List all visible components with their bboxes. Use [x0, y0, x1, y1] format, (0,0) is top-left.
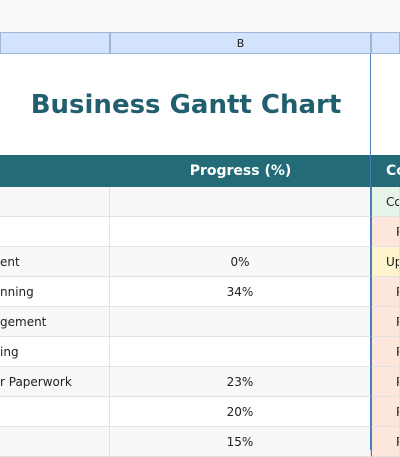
column-header-b[interactable]: B: [110, 32, 371, 54]
progress-cell[interactable]: [110, 337, 371, 367]
status-cell[interactable]: Up: [371, 247, 400, 277]
progress-cell[interactable]: 34%: [110, 277, 371, 307]
column-header-a[interactable]: [0, 32, 110, 54]
header-cell-progress[interactable]: Progress (%): [110, 155, 371, 187]
progress-cell[interactable]: 20%: [110, 397, 371, 427]
task-cell[interactable]: ing: [0, 337, 110, 367]
task-cell[interactable]: gement: [0, 307, 110, 337]
progress-cell[interactable]: 0%: [110, 247, 371, 277]
status-cell[interactable]: P: [371, 217, 400, 247]
task-cell[interactable]: [0, 427, 110, 457]
progress-cell[interactable]: [110, 217, 371, 247]
status-cell[interactable]: P: [371, 337, 400, 367]
status-cell[interactable]: Co: [371, 187, 400, 217]
status-cell[interactable]: P: [371, 307, 400, 337]
header-cell-status[interactable]: Co: [371, 155, 400, 187]
status-cell[interactable]: P: [371, 367, 400, 397]
task-cell[interactable]: [0, 187, 110, 217]
progress-cell[interactable]: 56%: [110, 307, 371, 337]
status-cell[interactable]: P: [371, 277, 400, 307]
header-cell-task[interactable]: [0, 155, 110, 187]
progress-cell[interactable]: 100%: [110, 187, 371, 217]
task-cell[interactable]: r Paperwork: [0, 367, 110, 397]
status-cell[interactable]: P: [371, 427, 400, 457]
title-area: [0, 54, 370, 155]
column-header-c[interactable]: [371, 32, 400, 54]
task-cell[interactable]: nning: [0, 277, 110, 307]
task-cell[interactable]: ent: [0, 247, 110, 277]
task-cell[interactable]: [0, 397, 110, 427]
sheet-title: Business Gantt Chart: [30, 89, 342, 120]
task-cell[interactable]: [0, 217, 110, 247]
status-cell[interactable]: P: [371, 397, 400, 427]
toolbar-strip: [0, 0, 400, 32]
progress-cell[interactable]: 23%: [110, 367, 371, 397]
progress-cell[interactable]: 15%: [110, 427, 371, 457]
column-divider: [370, 54, 371, 450]
